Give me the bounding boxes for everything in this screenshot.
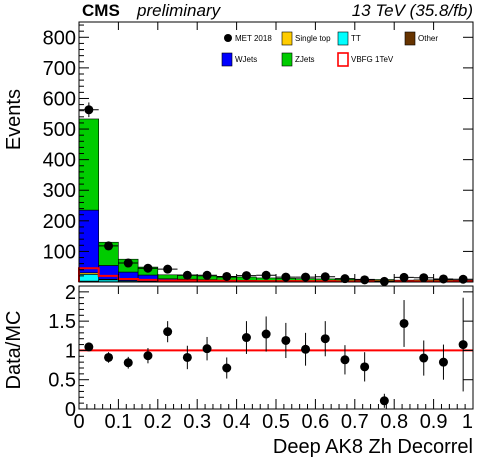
ratio-ytick-label: 1.5: [48, 311, 76, 333]
ratio-xtick-label: 1: [462, 411, 473, 433]
ratio-point: [320, 334, 330, 344]
legend-swatch-other: [404, 31, 416, 46]
ratio-xtick-label: 0.5: [262, 411, 290, 433]
data-point: [438, 274, 448, 284]
ratio-point: [143, 351, 153, 361]
main-ytick-label: 800: [43, 27, 76, 49]
legend-label-other: Other: [418, 34, 438, 43]
ratio-point: [281, 335, 291, 345]
legend-label-vbfg-1tev: VBFG 1TeV: [351, 55, 394, 64]
stack-bar-zjets: [157, 274, 178, 280]
ratio-point: [261, 329, 271, 339]
main-ytick-label: 200: [43, 211, 76, 233]
main-ytick-label: 400: [43, 150, 76, 172]
data-point: [320, 272, 330, 282]
stack-bar-wjets: [98, 265, 119, 280]
ratio-point: [84, 342, 94, 352]
ratio-point: [340, 355, 350, 365]
legend-swatch-zjets: [281, 52, 293, 67]
ratio-ytick-label: 0: [65, 399, 76, 421]
data-point: [360, 275, 370, 285]
ratio-point: [163, 327, 173, 337]
legend-label-wjets: WJets: [235, 55, 257, 64]
header-status: preliminary: [136, 1, 222, 20]
ratio-panel: 0 0.5 1 1.5 2 0 0.1 0.2 0.3 0.4 0.5 0.6 0.7 0.8 0.9 1: [48, 282, 474, 433]
legend: MET 2018 Single top TT Other WJets ZJets VBFG …: [221, 31, 438, 67]
ratio-point: [379, 396, 389, 406]
data-point: [202, 270, 212, 280]
data-point: [379, 276, 389, 286]
ratio-point: [241, 333, 251, 343]
data-point: [399, 272, 409, 282]
legend-swatch-tt: [337, 31, 349, 46]
ratio-frame: [78, 285, 474, 410]
ratio-ylabel: Data/MC: [3, 311, 25, 390]
data-point: [241, 271, 251, 281]
main-panel: 100 200 300 400 500 600 700 800: [43, 21, 474, 286]
main-ytick-label: 100: [43, 241, 76, 263]
ratio-point: [419, 353, 429, 363]
ratio-xtick-label: 0.4: [223, 411, 251, 433]
ratio-point: [222, 363, 232, 373]
ratio-xtick-label: 0.8: [380, 411, 408, 433]
legend-swatch-single-top: [281, 31, 293, 46]
main-ytick-label: 700: [43, 58, 76, 80]
ratio-point: [399, 318, 409, 328]
ratio-xtick-label: 0.9: [420, 411, 448, 433]
data-point: [340, 274, 350, 284]
legend-swatch-wjets: [221, 52, 233, 67]
ratio-point: [438, 357, 448, 367]
legend-swatch-vbfg-1tev: [337, 52, 349, 67]
legend-label-single-top: Single top: [295, 34, 331, 43]
ratio-point: [360, 362, 370, 372]
header-experiment: CMS: [82, 1, 120, 20]
ratio-point: [182, 352, 192, 362]
ratio-point: [123, 358, 133, 368]
main-frame: [78, 21, 474, 283]
data-point: [104, 241, 114, 251]
ratio-xtick-label: 0.3: [183, 411, 211, 433]
data-point: [419, 273, 429, 283]
data-point: [261, 270, 271, 280]
ratio-point: [202, 344, 212, 354]
main-ytick-label: 600: [43, 88, 76, 110]
data-point: [123, 258, 133, 268]
legend-swatch-met-2018: [224, 34, 232, 42]
data-point: [222, 271, 232, 281]
data-point: [143, 263, 153, 273]
ratio-point: [104, 352, 114, 362]
ratio-xlabel: Deep AK8 Zh Decorrel: [273, 436, 473, 458]
ratio-point: [301, 344, 311, 354]
legend-label-tt: TT: [351, 34, 361, 43]
ratio-xtick-label: 0: [73, 411, 84, 433]
ratio-xtick-label: 0.7: [341, 411, 369, 433]
header-lumi: 13 TeV (35.8/fb): [352, 1, 473, 20]
data-point: [84, 105, 94, 115]
data-point: [301, 272, 311, 282]
ratio-ytick-label: 1: [65, 340, 76, 362]
ratio-xtick-label: 0.1: [104, 411, 132, 433]
legend-label-met-2018: MET 2018: [235, 34, 272, 43]
main-ytick-label: 300: [43, 180, 76, 202]
ratio-point: [458, 340, 468, 350]
data-point: [163, 264, 173, 274]
stack-bar-tt: [78, 274, 100, 282]
legend-label-zjets: ZJets: [295, 55, 315, 64]
data-point: [182, 270, 192, 280]
ratio-ytick-label: 0.5: [48, 370, 76, 392]
main-ytick-label: 500: [43, 119, 76, 141]
ratio-ytick-label: 2: [65, 282, 76, 304]
ratio-xtick-label: 0.6: [301, 411, 329, 433]
data-point: [458, 274, 468, 284]
ratio-xtick-label: 0.2: [144, 411, 172, 433]
main-ylabel: Events: [3, 89, 25, 150]
data-point: [281, 272, 291, 282]
